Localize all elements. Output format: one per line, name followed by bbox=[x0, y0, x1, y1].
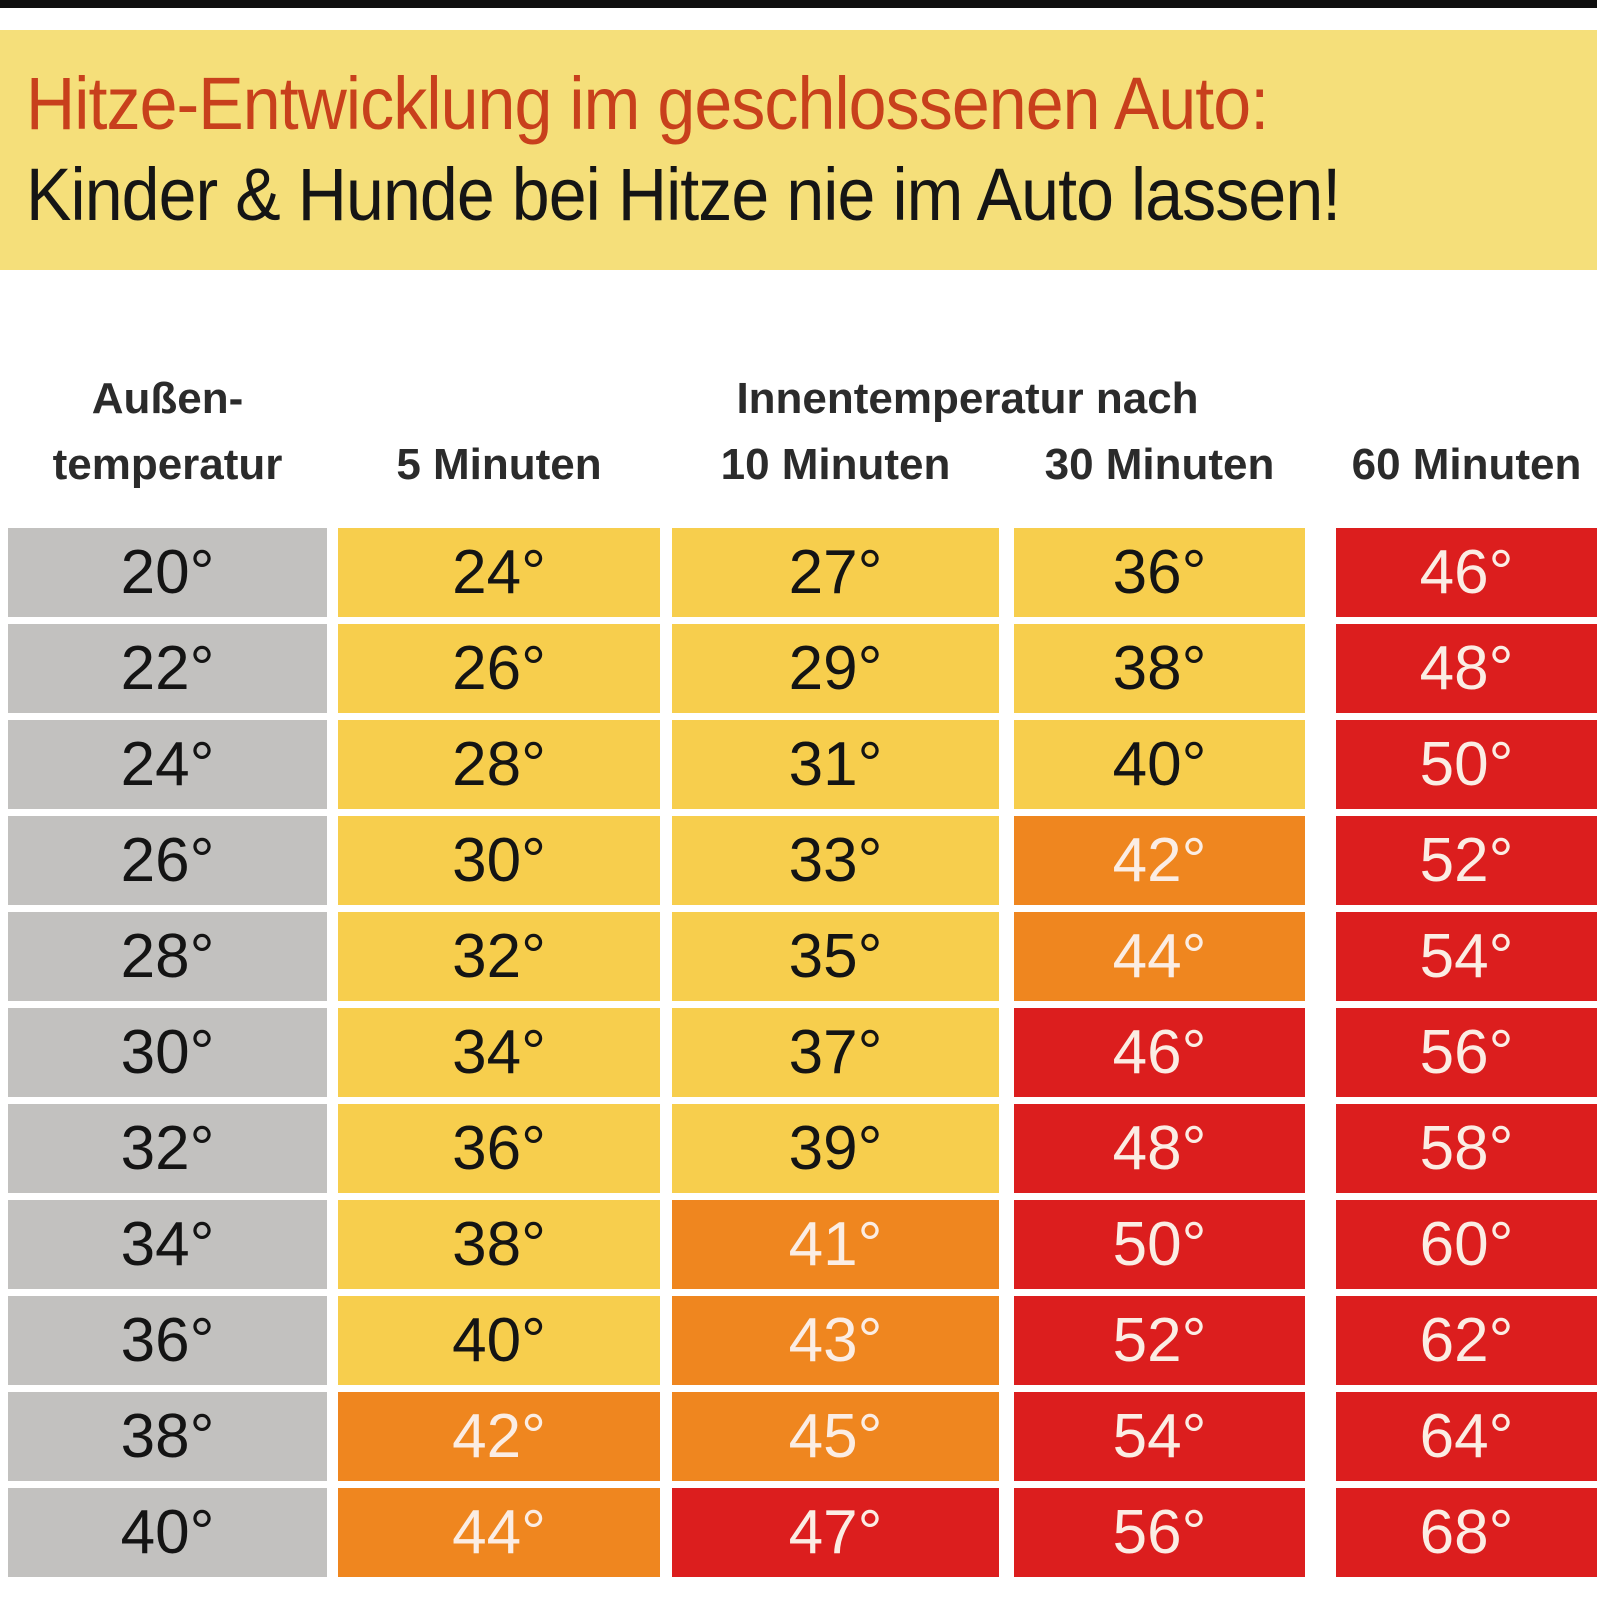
inside-temp-cell: 38° bbox=[338, 1200, 660, 1289]
table-row: 22° 26° 29° 38° 48° bbox=[0, 624, 1597, 713]
outside-temp-cell: 28° bbox=[8, 912, 327, 1001]
inside-temp-cell: 60° bbox=[1336, 1200, 1597, 1289]
table-row: 20° 24° 27° 36° 46° bbox=[0, 528, 1597, 617]
inside-temp-cell: 41° bbox=[672, 1200, 999, 1289]
inside-temp-cell: 52° bbox=[1014, 1296, 1305, 1385]
inside-temp-cell: 38° bbox=[1014, 624, 1305, 713]
warning-banner: Hitze-Entwicklung im geschlossenen Auto:… bbox=[0, 30, 1597, 270]
inside-temp-cell: 40° bbox=[338, 1296, 660, 1385]
outside-temp-cell: 32° bbox=[8, 1104, 327, 1193]
column-header-outside-line1: Außen- bbox=[91, 374, 244, 423]
inside-temp-cell: 45° bbox=[672, 1392, 999, 1481]
table-row: 34° 38° 41° 50° 60° bbox=[0, 1200, 1597, 1289]
table-row: 38° 42° 45° 54° 64° bbox=[0, 1392, 1597, 1481]
table-row: 40° 44° 47° 56° 68° bbox=[0, 1488, 1597, 1577]
inside-temp-cell: 27° bbox=[672, 528, 999, 617]
inside-temp-cell: 50° bbox=[1336, 720, 1597, 809]
inside-temp-cell: 54° bbox=[1014, 1392, 1305, 1481]
inside-temp-cell: 68° bbox=[1336, 1488, 1597, 1577]
inside-temp-cell: 39° bbox=[672, 1104, 999, 1193]
inside-temp-cell: 62° bbox=[1336, 1296, 1597, 1385]
inside-temp-cell: 52° bbox=[1336, 816, 1597, 905]
inside-temp-cell: 50° bbox=[1014, 1200, 1305, 1289]
inside-temp-cell: 43° bbox=[672, 1296, 999, 1385]
inside-temp-cell: 58° bbox=[1336, 1104, 1597, 1193]
inside-temp-cell: 46° bbox=[1014, 1008, 1305, 1097]
outside-temp-cell: 22° bbox=[8, 624, 327, 713]
inside-temp-cell: 30° bbox=[338, 816, 660, 905]
inside-temp-cell: 35° bbox=[672, 912, 999, 1001]
inside-temp-cell: 42° bbox=[338, 1392, 660, 1481]
column-group-header-inside: Innentemperatur nach bbox=[736, 374, 1199, 423]
inside-temp-cell: 29° bbox=[672, 624, 999, 713]
inside-temp-cell: 48° bbox=[1336, 624, 1597, 713]
column-header-30-minutes: 30 Minuten bbox=[1044, 440, 1275, 489]
inside-temp-cell: 28° bbox=[338, 720, 660, 809]
inside-temp-cell: 54° bbox=[1336, 912, 1597, 1001]
inside-temp-cell: 46° bbox=[1336, 528, 1597, 617]
outside-temp-cell: 20° bbox=[8, 528, 327, 617]
inside-temp-cell: 34° bbox=[338, 1008, 660, 1097]
outside-temp-cell: 26° bbox=[8, 816, 327, 905]
column-header-5-minutes: 5 Minuten bbox=[396, 440, 602, 489]
inside-temp-cell: 56° bbox=[1336, 1008, 1597, 1097]
inside-temp-cell: 48° bbox=[1014, 1104, 1305, 1193]
table-row: 28° 32° 35° 44° 54° bbox=[0, 912, 1597, 1001]
outside-temp-cell: 36° bbox=[8, 1296, 327, 1385]
inside-temp-cell: 26° bbox=[338, 624, 660, 713]
inside-temp-cell: 42° bbox=[1014, 816, 1305, 905]
inside-temp-cell: 47° bbox=[672, 1488, 999, 1577]
table-row: 30° 34° 37° 46° 56° bbox=[0, 1008, 1597, 1097]
page-title: Hitze-Entwicklung im geschlossenen Auto: bbox=[26, 62, 1269, 146]
column-header-10-minutes: 10 Minuten bbox=[720, 440, 951, 489]
inside-temp-cell: 36° bbox=[1014, 528, 1305, 617]
inside-temp-cell: 44° bbox=[1014, 912, 1305, 1001]
table-header: Außen- Innentemperatur nach temperatur 5… bbox=[0, 270, 1597, 528]
inside-temp-cell: 36° bbox=[338, 1104, 660, 1193]
outside-temp-cell: 40° bbox=[8, 1488, 327, 1577]
table-body: 20° 24° 27° 36° 46° 22° 26° 29° 38° 48° 24° 28° 31° 4… bbox=[0, 528, 1597, 1577]
inside-temp-cell: 31° bbox=[672, 720, 999, 809]
table-row: 32° 36° 39° 48° 58° bbox=[0, 1104, 1597, 1193]
inside-temp-cell: 24° bbox=[338, 528, 660, 617]
top-black-bar bbox=[0, 0, 1597, 8]
column-header-outside-line2: temperatur bbox=[52, 440, 283, 489]
outside-temp-cell: 24° bbox=[8, 720, 327, 809]
inside-temp-cell: 64° bbox=[1336, 1392, 1597, 1481]
inside-temp-cell: 40° bbox=[1014, 720, 1305, 809]
outside-temp-cell: 38° bbox=[8, 1392, 327, 1481]
page-subtitle: Kinder & Hunde bei Hitze nie im Auto las… bbox=[26, 153, 1341, 236]
outside-temp-cell: 34° bbox=[8, 1200, 327, 1289]
table-row: 24° 28° 31° 40° 50° bbox=[0, 720, 1597, 809]
inside-temp-cell: 37° bbox=[672, 1008, 999, 1097]
inside-temp-cell: 33° bbox=[672, 816, 999, 905]
outside-temp-cell: 30° bbox=[8, 1008, 327, 1097]
inside-temp-cell: 32° bbox=[338, 912, 660, 1001]
inside-temp-cell: 44° bbox=[338, 1488, 660, 1577]
inside-temp-cell: 56° bbox=[1014, 1488, 1305, 1577]
column-header-60-minutes: 60 Minuten bbox=[1351, 440, 1582, 489]
table-row: 26° 30° 33° 42° 52° bbox=[0, 816, 1597, 905]
table-row: 36° 40° 43° 52° 62° bbox=[0, 1296, 1597, 1385]
